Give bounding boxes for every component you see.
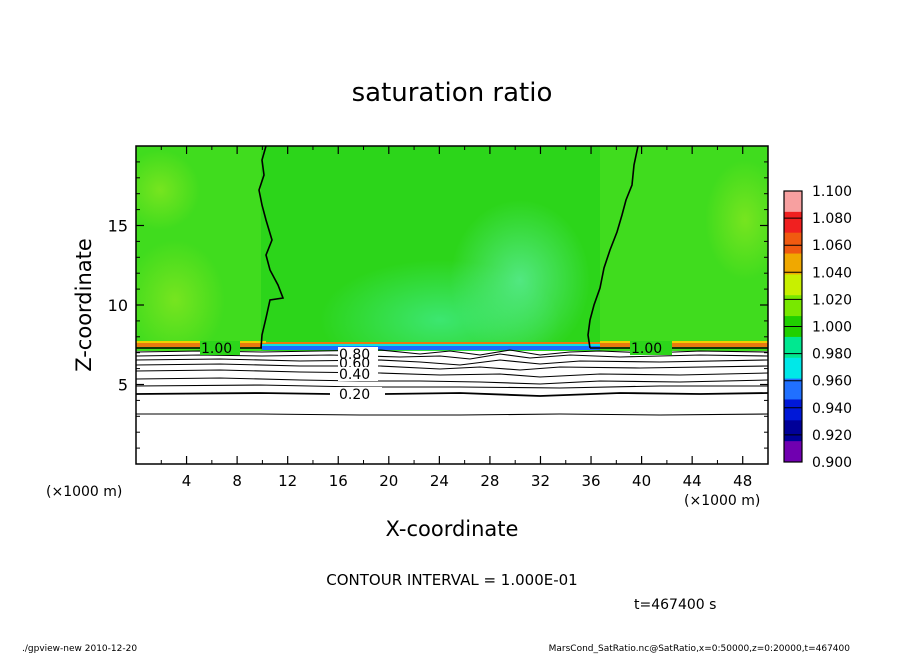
contour-0-20	[136, 392, 768, 397]
x-axis-units-right: (×1000 m)	[684, 493, 760, 509]
colorbar-swatch	[784, 274, 802, 296]
colorbar-swatch	[784, 399, 802, 421]
contour-label-bg-040	[338, 367, 378, 381]
colorbar-label: 1.060	[812, 238, 852, 254]
contour-label-bg-mid	[338, 347, 378, 369]
colorbar-label: 0.940	[812, 401, 852, 417]
colorbar-swatch	[784, 191, 802, 213]
x-tick-label: 44	[683, 472, 702, 490]
colorbar-swatch	[784, 295, 802, 317]
boundary-cold-band	[262, 346, 600, 350]
colorbar-label: 1.040	[812, 265, 852, 281]
colorbar-swatch	[784, 441, 802, 463]
field-subsaturated	[136, 351, 768, 464]
y-tick-label: 10	[108, 296, 128, 315]
y-tick-label: 15	[108, 217, 128, 236]
colorbar-swatch	[784, 336, 802, 359]
contour-label-bg-020	[336, 387, 382, 401]
x-tick-label: 20	[379, 472, 398, 490]
time-label: t=467400 s	[634, 597, 716, 613]
contour-label-bg-left	[200, 341, 240, 355]
x-axis-ticks: 4 8 12 16 20 24 28 32 36 40 44 48	[160, 146, 752, 490]
colorbar-swatch	[784, 420, 802, 442]
contour-0-40	[136, 377, 768, 385]
contour-label-0-20: 0.20	[339, 387, 370, 403]
x-tick-label: 36	[581, 472, 600, 490]
x-tick-label: 40	[632, 472, 651, 490]
colorbar-swatch	[784, 253, 802, 275]
plot-area: 1.00 1.00 0.80 0.60 0.40 0.20	[136, 146, 768, 464]
contour-label-0-40: 0.40	[339, 367, 370, 383]
colorbar: 1.100 1.080 1.060 1.040 1.020 1.000 0.980 0.960…	[783, 184, 852, 471]
x-tick-label: 4	[182, 472, 192, 490]
x-tick-label: 28	[480, 472, 499, 490]
x-tick-label: 16	[329, 472, 348, 490]
contour-0-70	[136, 358, 768, 366]
colorbar-label: 0.980	[812, 347, 852, 363]
contour-0-50	[136, 369, 768, 378]
y-axis-ticks: 5 10 15	[108, 161, 768, 449]
x-tick-label: 12	[278, 472, 297, 490]
field-blob-center-2	[450, 200, 590, 360]
x-axis-label: X-coordinate	[386, 517, 519, 541]
colorbar-swatch	[784, 357, 802, 380]
y-axis-label: Z-coordinate	[72, 238, 96, 372]
field-blob-right	[705, 160, 768, 280]
colorbar-label: 0.920	[812, 428, 852, 444]
x-tick-label: 8	[232, 472, 242, 490]
x-tick-label: 24	[430, 472, 449, 490]
field-blob-left	[136, 240, 225, 360]
x-axis-units-left: (×1000 m)	[46, 484, 122, 500]
y-tick-label: 5	[118, 376, 128, 395]
x-tick-label: 32	[531, 472, 550, 490]
field-blob-left-top	[136, 150, 200, 230]
contour-1-00-left	[258, 146, 285, 349]
footer-right: MarsCond_SatRatio.nc@SatRatio,x=0:50000,…	[549, 644, 851, 654]
contour-label-1-00-right: 1.00	[631, 341, 662, 357]
contour-label-0-80: 0.80	[339, 347, 370, 363]
colorbar-swatch	[784, 232, 802, 255]
contour-0-80	[136, 353, 768, 360]
footer-left: ./gpview-new 2010-12-20	[22, 644, 137, 654]
chart-title: saturation ratio	[352, 78, 553, 108]
contour-0-30	[136, 384, 768, 389]
contour-0-60	[136, 363, 768, 371]
contour-label-bg-right	[630, 341, 672, 355]
contour-label-1-00-left: 1.00	[201, 341, 232, 357]
x-tick-label: 48	[733, 472, 752, 490]
colorbar-swatch	[784, 211, 802, 234]
colorbar-swatch	[784, 378, 802, 400]
contour-0-10	[136, 413, 768, 416]
colorbar-label: 0.900	[812, 455, 852, 471]
colorbar-label: 1.080	[812, 211, 852, 227]
contour-1-00-right	[587, 146, 639, 349]
boundary-cyan-band	[262, 344, 600, 346]
colorbar-label: 1.000	[812, 320, 852, 336]
colorbar-label: 1.020	[812, 292, 852, 308]
contour-interval-text: CONTOUR INTERVAL = 1.000E-01	[326, 571, 577, 589]
colorbar-label: 0.960	[812, 374, 852, 390]
boundary-yellow-band-right	[600, 341, 768, 343]
colorbar-label: 1.100	[812, 184, 852, 200]
